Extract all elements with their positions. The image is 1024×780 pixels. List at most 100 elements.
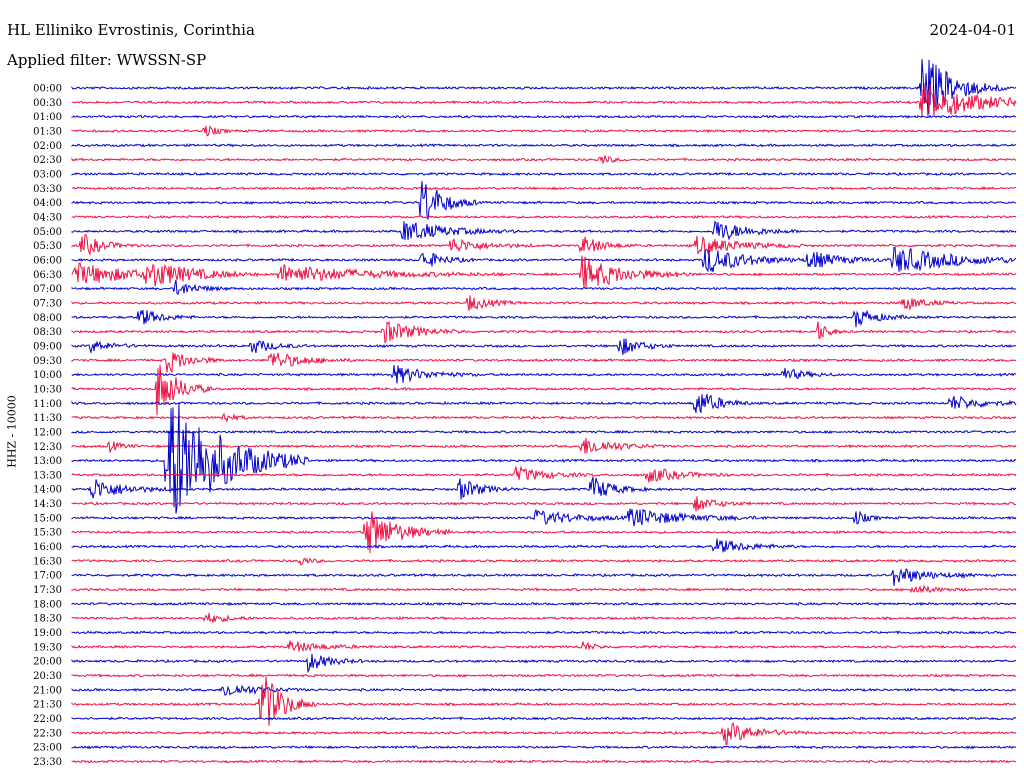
row-label-0900: 09:00 <box>33 341 62 352</box>
row-label-0300: 03:00 <box>33 169 62 180</box>
row-label-0030: 00:30 <box>33 98 62 109</box>
row-label-0700: 07:00 <box>33 284 62 295</box>
trace-0030 <box>71 82 1017 117</box>
row-label-0630: 06:30 <box>33 270 62 281</box>
row-label-1430: 14:30 <box>33 499 62 510</box>
row-label-0800: 08:00 <box>33 313 62 324</box>
row-label-2100: 21:00 <box>33 685 62 696</box>
row-label-1330: 13:30 <box>33 470 62 481</box>
trace-1830 <box>71 612 1017 623</box>
trace-0930 <box>71 352 1017 373</box>
row-label-0230: 02:30 <box>33 155 62 166</box>
trace-0530 <box>71 233 1017 256</box>
date-label: 2024-04-01 <box>929 21 1016 39</box>
row-label-2130: 21:30 <box>33 700 62 711</box>
trace-0800 <box>71 309 1017 328</box>
trace-1430 <box>71 496 1017 512</box>
row-label-0830: 08:30 <box>33 327 62 338</box>
row-label-2200: 22:00 <box>33 714 62 725</box>
row-label-1000: 10:00 <box>33 370 62 381</box>
trace-2300 <box>71 744 1017 750</box>
row-label-0500: 05:00 <box>33 227 62 238</box>
trace-1330 <box>71 465 1017 483</box>
filter-label: Applied filter: WWSSN-SP <box>7 51 207 69</box>
trace-1400 <box>71 477 1017 500</box>
row-label-1930: 19:30 <box>33 642 62 653</box>
row-label-0200: 02:00 <box>33 141 62 152</box>
row-label-0400: 04:00 <box>33 198 62 209</box>
trace-1030 <box>71 364 1017 416</box>
row-label-1500: 15:00 <box>33 513 62 524</box>
trace-0400 <box>71 180 1017 220</box>
row-label-0430: 04:30 <box>33 212 62 223</box>
row-label-1730: 17:30 <box>33 585 62 596</box>
trace-1930 <box>71 640 1017 652</box>
trace-2330 <box>71 759 1016 764</box>
row-label-0130: 01:30 <box>33 126 62 137</box>
trace-1730 <box>71 584 1017 594</box>
row-label-1830: 18:30 <box>33 614 62 625</box>
row-label-1200: 12:00 <box>33 427 62 438</box>
row-label-0330: 03:30 <box>33 184 62 195</box>
row-label-0000: 00:00 <box>33 84 62 95</box>
trace-2230 <box>71 721 1017 746</box>
trace-1200 <box>71 429 1017 435</box>
row-label-2300: 23:00 <box>33 743 62 754</box>
trace-0000 <box>71 59 1017 116</box>
trace-1500 <box>71 508 1017 527</box>
row-label-2230: 22:30 <box>33 728 62 739</box>
trace-1700 <box>71 568 1017 586</box>
row-label-1030: 10:30 <box>33 384 62 395</box>
trace-0900 <box>71 338 1017 355</box>
trace-1530 <box>71 511 1017 554</box>
trace-2030 <box>71 673 1017 678</box>
row-label-0530: 05:30 <box>33 241 62 252</box>
trace-0200 <box>71 143 1017 148</box>
row-label-1300: 13:00 <box>33 456 62 467</box>
trace-1130 <box>71 412 1017 424</box>
trace-0300 <box>71 171 1017 177</box>
row-label-1900: 19:00 <box>33 628 62 639</box>
trace-0430 <box>71 214 1017 220</box>
row-label-1630: 16:30 <box>33 556 62 567</box>
row-label-1400: 14:00 <box>33 485 62 496</box>
trace-0700 <box>71 279 1017 296</box>
trace-2200 <box>71 716 1017 721</box>
trace-0500 <box>71 220 1017 241</box>
row-label-1530: 15:30 <box>33 528 62 539</box>
trace-2100 <box>71 684 1017 696</box>
row-label-2330: 23:30 <box>33 757 62 768</box>
row-label-1130: 11:30 <box>33 413 62 424</box>
trace-0230 <box>71 154 1017 165</box>
row-label-1800: 18:00 <box>33 599 62 610</box>
trace-0830 <box>71 320 1017 344</box>
row-label-2000: 20:00 <box>33 657 62 668</box>
row-label-0930: 09:30 <box>33 356 62 367</box>
row-label-0600: 06:00 <box>33 255 62 266</box>
row-label-1700: 17:00 <box>33 571 62 582</box>
trace-0130 <box>71 125 1017 137</box>
trace-1900 <box>71 630 1017 635</box>
trace-0730 <box>71 295 1017 312</box>
trace-0630 <box>71 255 1017 289</box>
trace-0100 <box>71 114 1017 119</box>
row-label-0100: 01:00 <box>33 112 62 123</box>
trace-1800 <box>71 601 1017 607</box>
row-label-1230: 12:30 <box>33 442 62 453</box>
row-label-1100: 11:00 <box>33 399 62 410</box>
trace-1630 <box>71 557 1017 566</box>
row-label-2030: 20:30 <box>33 671 62 682</box>
row-label-1600: 16:00 <box>33 542 62 553</box>
trace-1100 <box>71 393 1017 414</box>
trace-2000 <box>71 653 1017 674</box>
trace-1230 <box>71 437 1017 454</box>
trace-0600 <box>71 246 1017 273</box>
trace-1000 <box>71 364 1017 384</box>
row-label-0730: 07:30 <box>33 298 62 309</box>
trace-0330 <box>71 185 1017 191</box>
trace-1600 <box>71 538 1017 553</box>
station-title: HL Elliniko Evrostinis, Corinthia <box>7 21 255 39</box>
trace-2130 <box>71 676 1017 726</box>
trace-1300 <box>71 402 1017 514</box>
